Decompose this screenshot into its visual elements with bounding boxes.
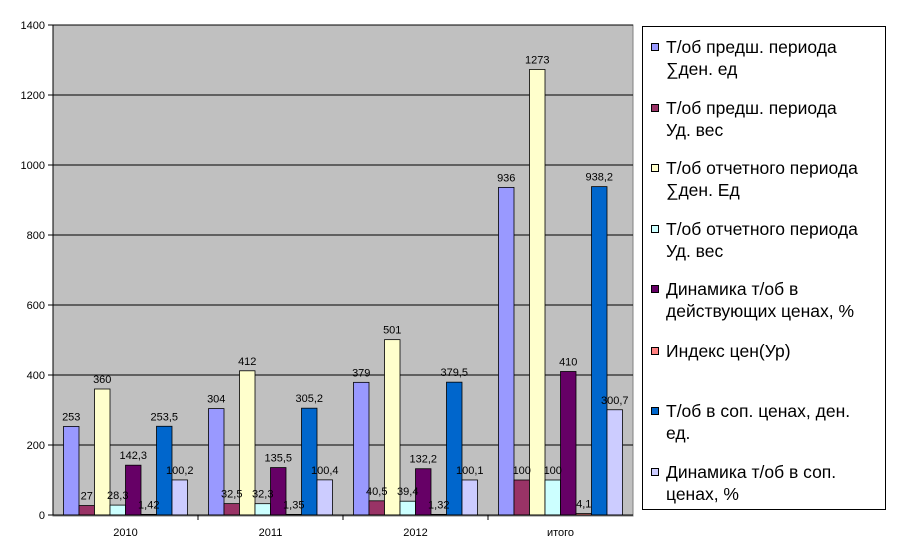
bar — [446, 381, 463, 516]
y-tick-label: 1400 — [21, 20, 45, 32]
y-tick-label: 800 — [27, 230, 45, 242]
legend-swatch — [651, 468, 659, 476]
y-tick-label: 400 — [27, 370, 45, 382]
plot-area — [52, 24, 634, 517]
data-label: 412 — [238, 356, 256, 368]
bar — [368, 500, 385, 516]
data-label: 100 — [544, 465, 562, 477]
data-label: 135,5 — [264, 453, 292, 465]
bars — [63, 69, 623, 516]
bar — [606, 409, 623, 516]
legend-swatch — [651, 43, 659, 51]
data-label: 32,5 — [221, 489, 242, 501]
bar — [544, 479, 561, 516]
bar — [591, 186, 608, 516]
bar — [254, 503, 271, 516]
y-tick-label: 200 — [27, 440, 45, 452]
x-tick-label: 2012 — [403, 527, 427, 539]
legend-label: Т/об отчетного периода ∑ден. Ед — [666, 158, 858, 200]
legend-swatch — [651, 285, 659, 293]
data-label: 100 — [513, 465, 531, 477]
data-label: 1273 — [525, 54, 549, 66]
legend-label: Индекс цен(Ур) — [666, 341, 791, 361]
data-label: 410 — [559, 357, 577, 369]
data-label: 360 — [93, 374, 111, 386]
legend-swatch — [651, 225, 659, 233]
axes: 0 200 400 600 800 1000 1200 1400 2010 2011 2012 ито… — [21, 20, 633, 539]
data-label: 28,3 — [107, 490, 128, 502]
data-labels: 253 27 360 28,3 142,3 1,42 253,5 100,2 304 32,5 41… — [62, 54, 628, 511]
bar — [171, 479, 188, 516]
bar — [78, 505, 95, 516]
data-label: 379,5 — [440, 367, 468, 379]
legend: Т/об предш. периода ∑ден. ед Т/об предш. … — [642, 26, 886, 510]
data-label: 100,2 — [166, 465, 194, 477]
bar — [223, 503, 240, 516]
data-label: 1,42 — [138, 499, 159, 511]
y-tick-label: 600 — [27, 300, 45, 312]
data-label: 100,4 — [311, 465, 339, 477]
legend-swatch — [651, 164, 659, 172]
data-label: 379 — [352, 367, 370, 379]
data-label: 304 — [207, 394, 225, 406]
data-label: 501 — [383, 325, 401, 337]
bar — [109, 504, 126, 516]
data-label: 253 — [62, 411, 80, 423]
data-label: 27 — [81, 491, 93, 503]
legend-label: Динамика т/об в действующих ценах, % — [666, 279, 855, 321]
legend-swatch — [651, 407, 659, 415]
legend-label: Т/об предш. периода Уд. вес — [666, 98, 837, 140]
data-label: 132,2 — [409, 454, 437, 466]
data-label: 300,7 — [601, 395, 629, 407]
data-label: 4,1 — [576, 499, 591, 511]
data-label: 253,5 — [150, 411, 178, 423]
data-label: 938,2 — [585, 172, 613, 184]
bar — [529, 69, 546, 516]
x-tick-label: 2010 — [113, 527, 137, 539]
bar — [513, 479, 530, 516]
data-label: 100,1 — [456, 465, 484, 477]
legend-swatch — [651, 347, 659, 355]
y-tick-label: 1200 — [21, 90, 45, 102]
data-label: 936 — [497, 172, 515, 184]
data-label: 1,35 — [283, 499, 304, 511]
bar — [316, 479, 333, 516]
bar — [63, 426, 80, 516]
data-label: 305,2 — [295, 393, 323, 405]
x-tick-label: 2011 — [259, 527, 283, 539]
data-label: 1,32 — [428, 499, 449, 511]
legend-label: Т/об отчетного периода Уд. вес — [666, 219, 858, 261]
bar — [560, 371, 577, 516]
data-label: 32,3 — [252, 489, 273, 501]
data-label: 142,3 — [119, 450, 147, 462]
data-label: 39,4 — [397, 486, 418, 498]
data-label: 40,5 — [366, 486, 387, 498]
bar — [399, 500, 416, 516]
y-tick-label: 1000 — [21, 160, 45, 172]
legend-swatch — [651, 104, 659, 112]
legend-label: Динамика т/об в соп. ценах, % — [666, 462, 837, 504]
y-tick-label: 0 — [39, 510, 45, 522]
legend-label: Т/об предш. периода ∑ден. ед — [666, 37, 837, 79]
x-tick-label: итого — [547, 527, 574, 539]
legend-label: Т/об в соп. ценах, ден. ед. — [666, 401, 851, 443]
bar — [461, 479, 478, 516]
